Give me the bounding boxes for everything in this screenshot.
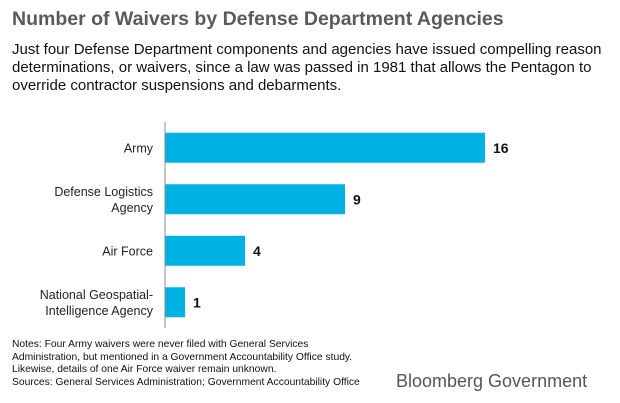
- notes-line: Likewise, details of one Air Force waive…: [12, 364, 277, 375]
- bar-value-label: 9: [353, 191, 361, 207]
- bar: [165, 184, 345, 215]
- category-label-line: Defense Logistics: [54, 185, 153, 199]
- chart-notes: Notes: Four Army waivers were never file…: [12, 339, 392, 389]
- bloomberg-government-logo: Bloomberg Government: [396, 371, 588, 391]
- category-label-line: Agency: [111, 201, 153, 215]
- chart-title: Number of Waivers by Defense Department …: [12, 8, 504, 30]
- bar-value-label: 16: [493, 140, 509, 156]
- category-label-line: National Geospatial-: [40, 288, 153, 302]
- chart-subtitle: Just four Defense Department components …: [12, 41, 602, 94]
- category-label: National Geospatial- Intelligence Agency: [40, 288, 154, 318]
- sources-line: Sources: General Services Administration…: [12, 376, 360, 388]
- category-label-line: Air Force: [102, 244, 153, 258]
- bar-value-label: 1: [193, 294, 201, 310]
- category-label: Army: [124, 141, 154, 155]
- bar: [165, 132, 485, 163]
- category-label: Defense Logistics Agency: [54, 185, 153, 215]
- notes-line: Notes: Four Army waivers were never file…: [12, 339, 309, 350]
- bar: [165, 287, 185, 318]
- notes-line: Administration, but mentioned in a Gover…: [12, 351, 353, 363]
- category-label-line: Army: [124, 141, 154, 155]
- bar-value-label: 4: [253, 243, 261, 259]
- category-label: Air Force: [102, 244, 153, 258]
- bar: [165, 235, 245, 266]
- category-label-line: Intelligence Agency: [45, 304, 153, 318]
